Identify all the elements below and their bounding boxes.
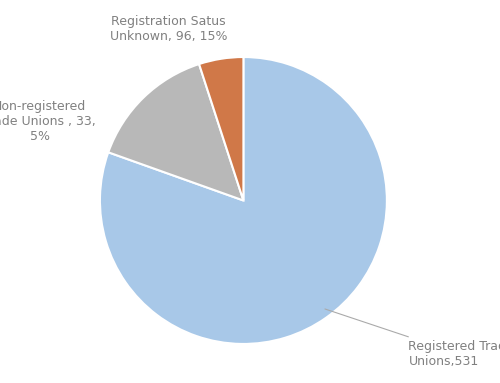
- Wedge shape: [100, 57, 387, 344]
- Text: Non-registered
Trade Unions , 33,
5%: Non-registered Trade Unions , 33, 5%: [0, 100, 96, 143]
- Text: Registration Satus
Unknown, 96, 15%: Registration Satus Unknown, 96, 15%: [110, 15, 228, 43]
- Wedge shape: [199, 57, 244, 200]
- Wedge shape: [108, 64, 244, 200]
- Text: Registered Trade
Unions,531: Registered Trade Unions,531: [325, 309, 500, 368]
